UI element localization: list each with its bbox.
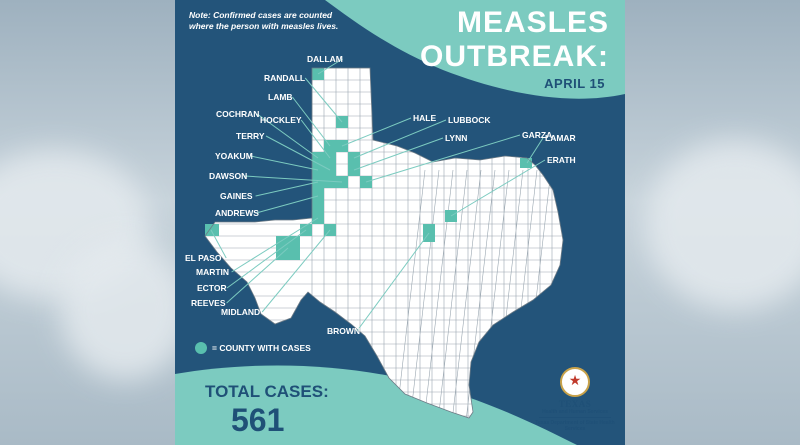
leader-line-lynn	[353, 137, 444, 171]
county-highlights	[205, 68, 532, 260]
blurred-shape	[60, 240, 190, 380]
county-label-randall: RANDALL	[264, 73, 306, 83]
title-measles: MEASLES	[456, 6, 609, 39]
county-label-midland: MIDLAND	[221, 307, 261, 317]
leader-line-yoakum	[250, 155, 319, 171]
county-label-yoakum: YOAKUM	[215, 151, 253, 161]
measles-poster: Note: Confirmed cases are counted where …	[175, 0, 625, 445]
note-text: Note: Confirmed cases are counted where …	[189, 10, 339, 31]
leader-line-lamar	[526, 137, 544, 164]
leader-line-lubbock	[353, 119, 447, 159]
county-highlight-el-paso	[205, 224, 219, 236]
county-label-hockley: HOCKLEY	[260, 115, 302, 125]
logo-department: Texas Department of State Health Service…	[535, 420, 615, 432]
county-label-lamb: LAMB	[268, 92, 293, 102]
county-label-ector: ECTOR	[197, 283, 227, 293]
leader-line-martin	[231, 217, 319, 273]
blurred-background-right	[625, 0, 800, 445]
leader-line-cochran	[256, 113, 319, 159]
leader-line-garza	[365, 134, 521, 183]
logo-brand: TEXAS	[558, 399, 592, 409]
leader-line-gaines	[255, 181, 319, 197]
county-label-dallam: DALLAM	[307, 54, 343, 64]
leader-line-midland	[261, 229, 331, 313]
bottom-teal-wave	[175, 365, 577, 445]
total-cases-value: 561	[231, 402, 285, 438]
blurred-shape	[645, 140, 800, 310]
leader-line-dallam	[317, 58, 343, 75]
legend-dot-icon	[195, 342, 207, 354]
leader-line-ector	[226, 229, 307, 289]
leader-line-reeves	[226, 247, 289, 304]
leader-line-dawson	[244, 175, 343, 183]
blurred-background-left	[0, 0, 190, 445]
county-label-brown: BROWN	[327, 326, 361, 336]
total-cases-label: TOTAL CASES:	[205, 382, 329, 401]
logo-divider	[539, 417, 611, 418]
county-label-lamar: LAMAR	[545, 133, 576, 143]
legend-text: = COUNTY WITH CASES	[212, 343, 311, 353]
county-highlight-gaines	[312, 176, 336, 188]
leader-line-hale	[341, 117, 412, 147]
county-label-andrews: ANDREWS	[215, 208, 259, 218]
leader-line-el-paso	[210, 229, 227, 259]
leader-line-andrews	[256, 195, 319, 214]
county-label-el-paso: EL PASO	[185, 253, 222, 263]
leader-line-brown	[356, 232, 430, 332]
county-label-gaines: GAINES	[220, 191, 253, 201]
county-label-terry: TERRY	[236, 131, 265, 141]
county-highlight-lamar	[520, 158, 532, 168]
county-label-martin: MARTIN	[196, 267, 230, 277]
county-highlight-andrews	[312, 188, 324, 212]
county-label-erath: ERATH	[547, 155, 576, 165]
top-teal-wave	[325, 0, 625, 99]
logo-agency: Health and Human Services	[542, 409, 608, 415]
county-label-reeves: REEVES	[191, 298, 226, 308]
leader-line-erath	[450, 159, 546, 217]
county-label-hale: HALE	[413, 113, 437, 123]
report-date: APRIL 15	[544, 76, 605, 91]
county-label-cochran: COCHRAN	[216, 109, 260, 119]
texas-star-seal-icon: ★	[560, 367, 590, 397]
county-label-garza: GARZA	[522, 130, 553, 140]
county-label-dawson: DAWSON	[209, 171, 248, 181]
leader-line-randall	[304, 77, 343, 123]
texas-county-map	[204, 58, 564, 419]
label-leader-lines	[210, 58, 546, 332]
county-label-lynn: LYNN	[445, 133, 468, 143]
leader-line-hockley	[300, 119, 331, 159]
title-outbreak: OUTBREAK:	[420, 40, 609, 73]
county-label-lubbock: LUBBOCK	[448, 115, 491, 125]
agency-logo: ★ TEXAS Health and Human Services Texas …	[533, 367, 617, 432]
poster-background	[175, 0, 625, 445]
leader-line-lamb	[292, 96, 331, 147]
leader-line-terry	[265, 135, 331, 171]
